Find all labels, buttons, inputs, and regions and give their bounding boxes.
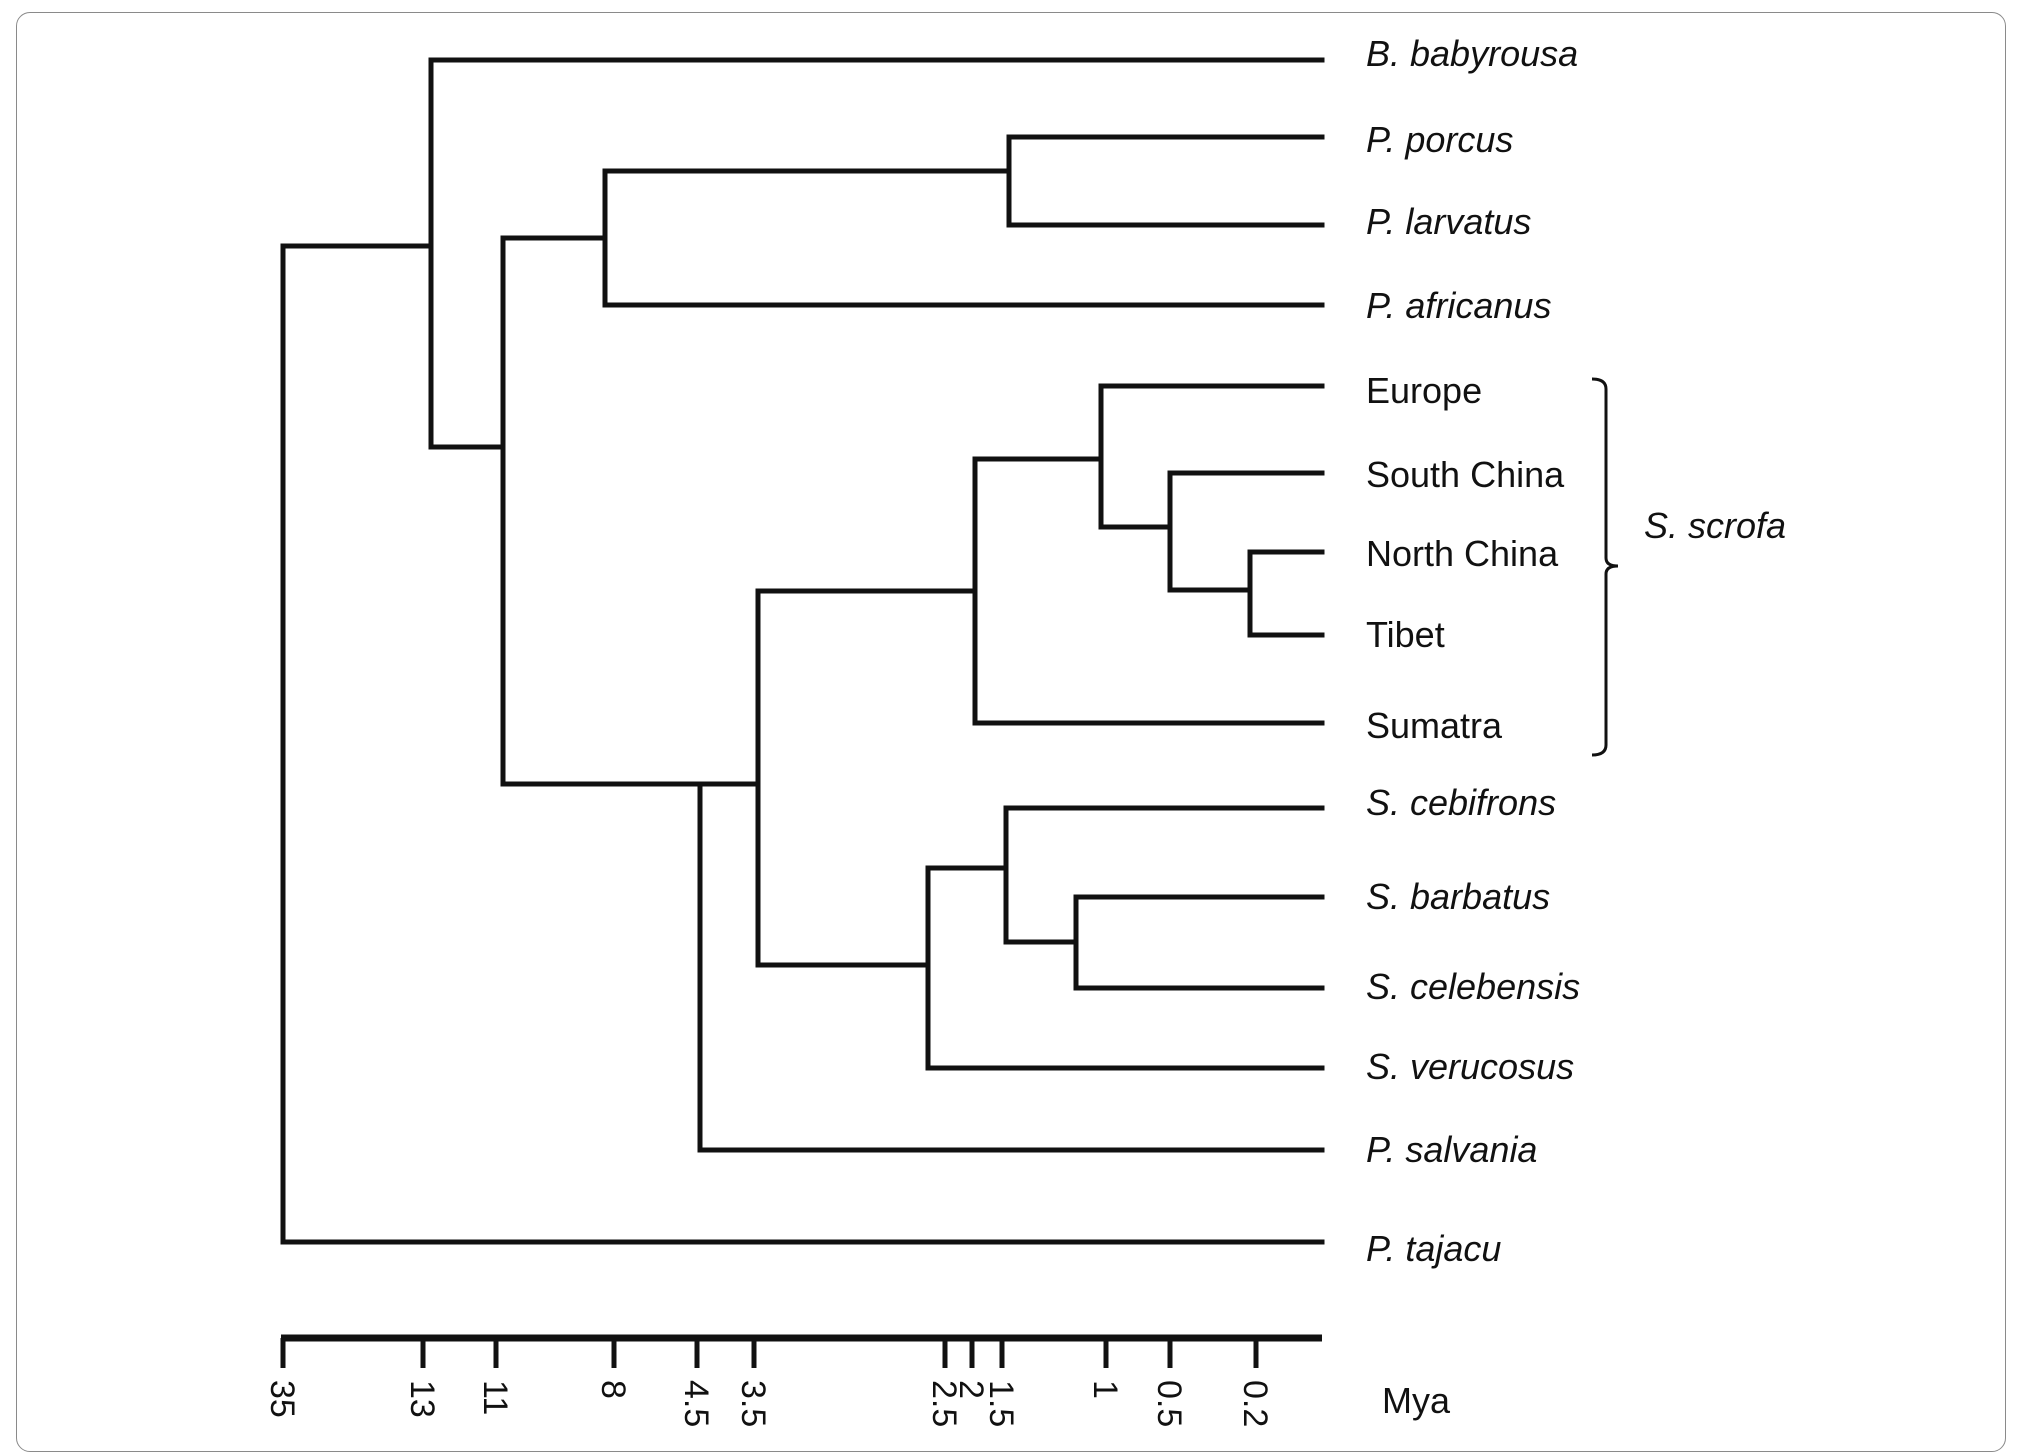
taxon-label-sumatra: Sumatra bbox=[1366, 705, 1503, 746]
time-axis: 35 13 11 8 4.5 3.5 2.521.5 1 0.5 0.2 Mya bbox=[263, 1334, 1451, 1427]
taxon-label-north-china: North China bbox=[1366, 533, 1559, 574]
taxon-label-b-babyrousa: B. babyrousa bbox=[1366, 33, 1578, 74]
taxon-label-p-larvatus: P. larvatus bbox=[1366, 201, 1531, 242]
axis-tick-label: 8 bbox=[594, 1380, 632, 1399]
s-scrofa-bracket: S. scrofa bbox=[1591, 377, 1786, 757]
axis-tick-label: 0.2 bbox=[1236, 1380, 1274, 1427]
taxon-label-s-verucosus: S. verucosus bbox=[1366, 1046, 1574, 1087]
axis-tick-label: 2 bbox=[952, 1380, 990, 1399]
taxon-label-p-porcus: P. porcus bbox=[1366, 119, 1513, 160]
axis-tick-label: 1.5 bbox=[982, 1380, 1020, 1427]
taxon-label-p-tajacu: P. tajacu bbox=[1366, 1228, 1501, 1269]
axis-tick-label: 3.5 bbox=[734, 1380, 772, 1427]
taxon-label-s-cebifrons: S. cebifrons bbox=[1366, 782, 1556, 823]
axis-tick-label: 0.5 bbox=[1150, 1380, 1188, 1427]
taxon-label-s-celebensis: S. celebensis bbox=[1366, 966, 1580, 1007]
taxon-label-south-china: South China bbox=[1366, 454, 1565, 495]
figure-frame bbox=[16, 12, 2006, 1452]
axis-tick-label: 13 bbox=[403, 1380, 441, 1418]
group-label-s-scrofa: S. scrofa bbox=[1644, 505, 1786, 546]
taxon-label-s-barbatus: S. barbatus bbox=[1366, 876, 1550, 917]
axis-tick-label: 4.5 bbox=[677, 1380, 715, 1427]
taxon-label-europe: Europe bbox=[1366, 370, 1482, 411]
axis-label-mya: Mya bbox=[1382, 1380, 1451, 1421]
taxon-label-p-salvania: P. salvania bbox=[1366, 1129, 1537, 1170]
taxon-labels: B. babyrousa P. porcus P. larvatus P. af… bbox=[1366, 33, 1580, 1269]
bracket-line bbox=[1591, 377, 1619, 757]
tree-branches bbox=[280, 57, 1325, 1245]
taxon-label-p-africanus: P. africanus bbox=[1366, 285, 1551, 326]
axis-tick-label: 35 bbox=[263, 1380, 301, 1418]
axis-tick-label: 2.5 bbox=[925, 1380, 963, 1427]
axis-tick-label: 1 bbox=[1086, 1380, 1124, 1399]
taxon-label-tibet: Tibet bbox=[1366, 614, 1445, 655]
axis-tick-label: 11 bbox=[476, 1380, 514, 1415]
